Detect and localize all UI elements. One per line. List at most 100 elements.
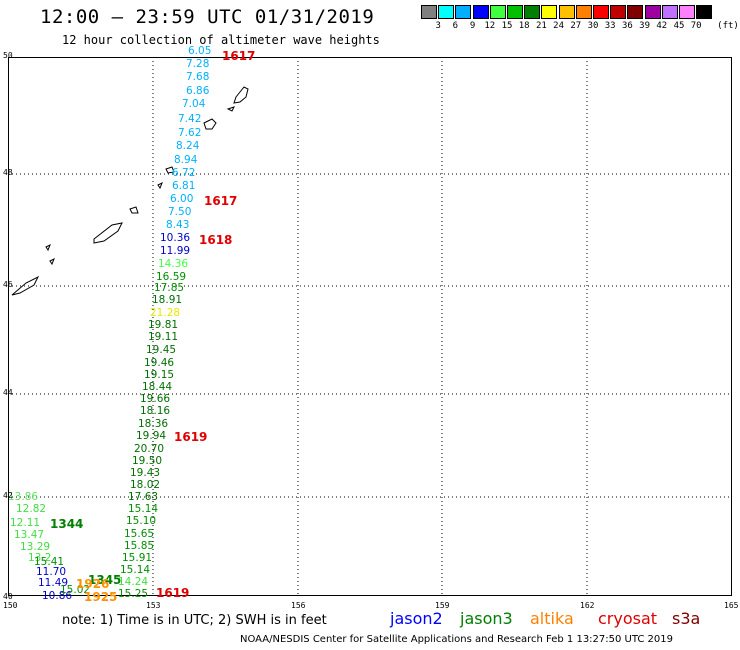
island-outline — [129, 206, 139, 214]
wave-height-value: 19.94 — [136, 430, 167, 442]
legend-value: 24 — [553, 21, 565, 31]
wave-height-value: 6.72 — [172, 167, 196, 179]
legend-value: 3 — [435, 21, 441, 31]
wave-height-value: 6.05 — [188, 45, 212, 57]
legend-value: 21 — [535, 21, 547, 31]
legend-unit: (ft) — [717, 21, 739, 31]
wave-height-value: 13.29 — [20, 541, 51, 553]
legend-swatch — [455, 5, 472, 19]
satellite-cryosat: cryosat — [598, 609, 658, 628]
wave-height-value: 18.16 — [140, 405, 171, 417]
wave-height-value: 19.45 — [146, 344, 177, 356]
longitude-label: 153 — [146, 601, 161, 610]
legend-swatch — [438, 5, 455, 19]
wave-height-value: 14.24 — [118, 576, 149, 588]
legend-swatch — [558, 5, 575, 19]
satellite-altika: altika — [530, 609, 574, 628]
pass-time-label: 1619 — [174, 430, 208, 444]
wave-height-value: 6.81 — [172, 180, 196, 192]
pass-time-label: 1344 — [50, 517, 84, 531]
legend-value: 9 — [469, 21, 476, 31]
legend-value: 42 — [656, 21, 668, 31]
legend-value: 39 — [639, 21, 651, 31]
wave-height-value: 15.14 — [128, 503, 159, 515]
legend-value: 70 — [690, 21, 702, 31]
pass-time-label: 1617 — [204, 194, 238, 208]
satellite-s3a: s3a — [672, 609, 701, 628]
legend-value: 12 — [484, 21, 496, 31]
island-outline — [203, 118, 217, 130]
legend-swatch — [627, 5, 644, 19]
wave-height-value: 18.02 — [130, 479, 161, 491]
legend-swatch — [507, 5, 523, 19]
legend-value: 18 — [518, 21, 530, 31]
wave-height-value: 11.99 — [160, 245, 191, 257]
wave-height-value: 15.41 — [34, 556, 65, 568]
wave-height-value: 7.28 — [186, 58, 210, 70]
wave-height-value: 6.86 — [186, 85, 210, 97]
legend-swatch — [593, 5, 609, 19]
wave-height-value: 19.43 — [130, 467, 161, 479]
legend-value: 33 — [604, 21, 616, 31]
latitude-label: 40 — [3, 592, 13, 601]
legend-value: 36 — [621, 21, 633, 31]
longitude-label: 156 — [291, 601, 306, 610]
island-outline — [157, 181, 163, 190]
island-outline — [49, 257, 55, 266]
footnote: note: 1) Time is in UTC; 2) SWH is in fe… — [62, 613, 327, 628]
wave-height-value: 15.10 — [126, 515, 157, 527]
legend-value: 45 — [673, 21, 685, 31]
longitude-label: 162 — [580, 601, 595, 610]
legend-swatch — [661, 5, 678, 19]
wave-height-value: 19.81 — [148, 319, 179, 331]
wave-height-value: 15.91 — [122, 552, 153, 564]
satellite-jason2: jason2 — [390, 609, 443, 628]
legend-swatch — [489, 5, 506, 19]
wave-height-value: 15.25 — [118, 588, 149, 600]
longitude-label: 165 — [724, 601, 739, 610]
island-outline — [93, 222, 123, 244]
pass-time-label: 1925 — [84, 590, 118, 604]
island-outline — [165, 166, 175, 174]
legend-value: 27 — [570, 21, 582, 31]
wave-height-value: 19.50 — [132, 455, 163, 467]
map-subtitle: 12 hour collection of altimeter wave hei… — [62, 33, 380, 47]
latitude-label: 50 — [3, 51, 13, 60]
wave-height-value: 7.42 — [178, 113, 202, 125]
latitude-label: 42 — [3, 491, 13, 500]
wave-height-value: 15.14 — [120, 564, 151, 576]
island-outline — [45, 243, 51, 252]
wave-height-value: 11.49 — [38, 577, 69, 589]
longitude-label: 159 — [435, 601, 450, 610]
wave-height-value: 18.36 — [138, 418, 169, 430]
wave-height-value: 7.04 — [182, 98, 206, 110]
pass-time-label: 1345 — [88, 573, 122, 587]
wave-height-value: 18.91 — [152, 294, 183, 306]
wave-height-value: 8.24 — [176, 140, 200, 152]
wave-height-value: 12.82 — [16, 503, 47, 515]
wave-height-value: 12.11 — [10, 517, 41, 529]
legend-swatch — [575, 5, 592, 19]
pass-time-label: 1926 — [76, 577, 110, 591]
wave-height-value: 19.15 — [144, 369, 175, 381]
wave-height-value: 7.50 — [168, 206, 192, 218]
wave-height-value: 11.70 — [36, 566, 67, 578]
wave-height-value: 14.36 — [158, 258, 189, 270]
wave-height-value: 6.00 — [170, 193, 194, 205]
wave-height-value: 7.68 — [186, 71, 210, 83]
wave-height-value: 17.63 — [128, 491, 159, 503]
credit-line: NOAA/NESDIS Center for Satellite Applica… — [240, 634, 673, 645]
wave-height-value: 17.85 — [154, 282, 185, 294]
satellite-jason3: jason3 — [460, 609, 513, 628]
latitude-label: 48 — [3, 168, 13, 177]
wave-height-value: 13.86 — [8, 491, 39, 503]
latitude-label: 46 — [3, 280, 13, 289]
wave-height-value: 13.47 — [14, 529, 45, 541]
island-outline — [233, 86, 249, 104]
longitude-label: 150 — [3, 601, 18, 610]
wave-height-value: 19.46 — [144, 357, 175, 369]
legend-value: 30 — [587, 21, 599, 31]
wave-height-value: 8.94 — [174, 154, 198, 166]
wave-height-value: 7.62 — [178, 127, 202, 139]
legend-swatch — [421, 5, 437, 19]
